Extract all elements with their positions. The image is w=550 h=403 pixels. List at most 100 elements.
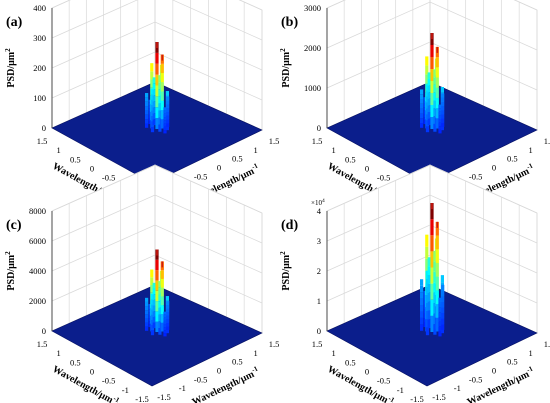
psd-spike-segment	[166, 111, 170, 116]
psd-spike-segment	[435, 276, 439, 291]
y-tick-label: 0.5	[232, 357, 243, 367]
x-tick-label: -0.5	[377, 173, 390, 183]
psd-spike-segment	[163, 327, 167, 331]
psd-spike-segment	[427, 92, 431, 99]
psd-spike-segment	[152, 107, 156, 114]
z-axis-label-main: PSD/μm	[281, 51, 292, 87]
psd-spike-segment	[163, 123, 167, 127]
x-tick-label: 1.5	[37, 136, 48, 146]
psd-spike-segment	[166, 107, 170, 112]
psd-spike-segment	[148, 318, 152, 322]
psd-spike-segment	[435, 108, 439, 119]
y-axis-label-sup: -1	[250, 161, 259, 171]
x-tick-label: -0.5	[102, 376, 115, 386]
x-tick-label: -0.5	[377, 376, 390, 386]
psd-spike-segment	[425, 90, 430, 97]
x-tick-label: 1	[332, 348, 336, 358]
x-tick-label: -1.5	[135, 394, 148, 403]
psd-spike-segment	[145, 326, 149, 331]
psd-spike-segment	[430, 283, 434, 300]
psd-spike-segment	[441, 307, 445, 314]
y-tick-label: 0	[217, 366, 221, 376]
x-tick-label: 0.5	[345, 357, 356, 367]
psd-spike-segment	[165, 91, 169, 96]
psd-spike-segment	[425, 56, 429, 66]
psd-spike-segment	[160, 296, 164, 306]
psd-spike-segment	[420, 311, 424, 318]
psd-spike-segment	[427, 72, 431, 79]
psd-spike-segment	[435, 77, 439, 88]
psd-spike-segment	[165, 328, 169, 334]
psd-spike-segment	[435, 97, 439, 109]
psd-spike-segment	[427, 118, 431, 126]
psd-spike-segment	[433, 324, 437, 335]
psd-spike-segment	[427, 292, 431, 302]
psd-spike-segment	[145, 318, 149, 323]
psd-spike-segment	[423, 97, 427, 101]
psd-spike-segment	[148, 117, 152, 122]
psd-spike-segment	[427, 105, 431, 112]
psd-spike-segment	[425, 294, 430, 303]
psd-spike-segment	[420, 99, 424, 104]
psd-spike-segment	[152, 316, 156, 323]
psd-spike-segment	[150, 115, 155, 122]
y-tick-label: 1.5	[544, 136, 550, 146]
psd-spike-segment	[430, 219, 434, 236]
psd-spike-segment	[423, 318, 427, 323]
psd-spike-segment	[420, 89, 424, 95]
psd-spike-segment	[152, 101, 156, 108]
psd-spike-segment	[425, 74, 429, 84]
psd-spike-segment	[148, 114, 152, 118]
psd-spike-segment	[427, 301, 431, 311]
psd-spike-segment	[438, 321, 442, 327]
psd-spike-segment	[435, 118, 439, 129]
psd-spike-segment	[425, 278, 430, 287]
psd-spike-segment	[430, 45, 434, 57]
x-tick-label: 0.5	[345, 154, 356, 164]
psd-spike-segment	[427, 98, 431, 106]
psd-spike-segment	[440, 86, 444, 93]
psd-peak-cluster	[145, 42, 170, 134]
psd-spike-segment	[145, 97, 149, 102]
psd-spike-segment	[420, 305, 424, 312]
psd-spike-segment	[150, 71, 154, 80]
psd-spike-segment	[427, 283, 431, 293]
z-tick-label: 0	[317, 123, 321, 133]
psd-spike-segment	[150, 126, 155, 133]
psd-spike-segment	[425, 270, 430, 279]
z-tick-label: 0	[42, 123, 46, 133]
psd-spike-segment	[166, 311, 170, 316]
y-tick-label: 0	[217, 163, 221, 173]
psd-spike-segment	[155, 301, 159, 312]
psd-spike-segment	[160, 63, 164, 74]
x-tick-label: 1.5	[312, 136, 323, 146]
psd-spike-segment	[163, 130, 167, 134]
psd-spike-segment	[438, 331, 442, 337]
psd-spike-segment	[435, 290, 439, 305]
psd-spike-segment	[166, 123, 170, 127]
psd-spike-segment	[425, 286, 430, 295]
psd-spike-segment	[423, 110, 427, 114]
psd-spike-segment	[148, 312, 152, 316]
psd-spike-segment	[427, 78, 431, 86]
psd-spike-segment	[425, 108, 430, 115]
z-tick-label: 100	[33, 93, 46, 103]
z-tick-label: 0	[42, 326, 46, 336]
psd-spike-segment	[441, 296, 445, 302]
psd-spike-segment	[438, 122, 442, 127]
psd-spike-segment	[438, 108, 442, 112]
z-axis-label-main: PSD/μm	[6, 51, 17, 87]
z-tick-label: 8000	[29, 206, 46, 216]
psd-spike-segment	[163, 317, 167, 321]
psd-spike-segment	[420, 103, 424, 109]
psd-spike-segment	[166, 119, 170, 124]
z-tick-label: 3	[317, 236, 321, 246]
psd-spike-segment	[435, 67, 439, 78]
z-tick-label: 1000	[304, 83, 321, 93]
psd-spike-segment	[163, 117, 167, 121]
psd-spike-segment	[433, 123, 437, 132]
psd-spike-segment	[160, 91, 164, 101]
psd-spike-segment	[420, 118, 424, 124]
psd-spike-segment	[430, 69, 434, 81]
